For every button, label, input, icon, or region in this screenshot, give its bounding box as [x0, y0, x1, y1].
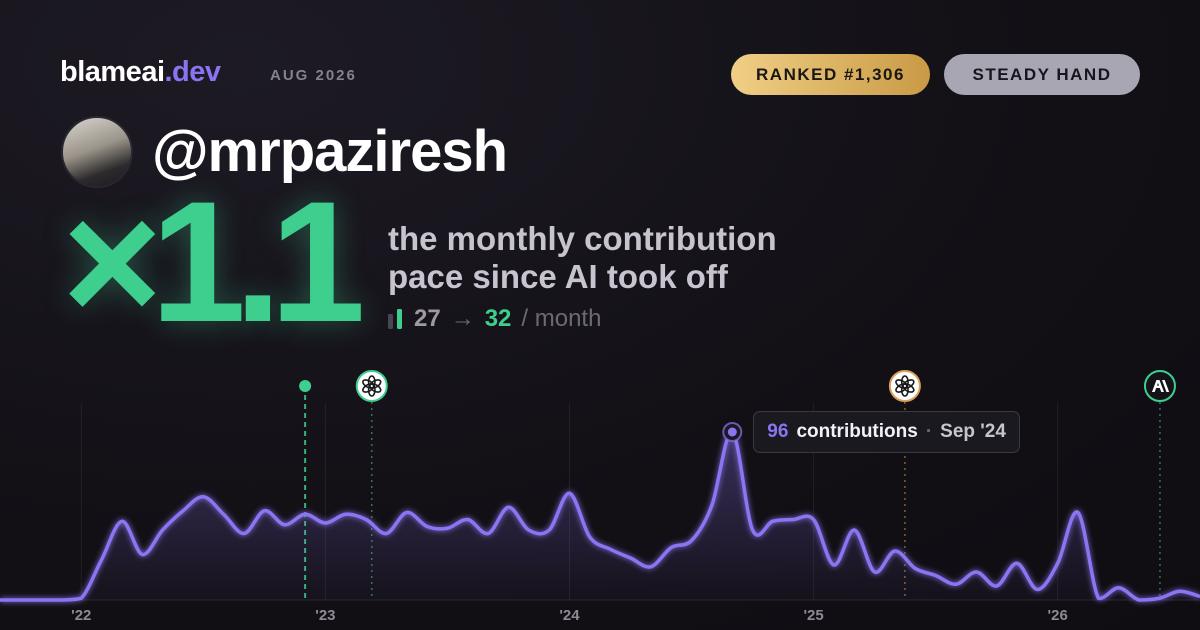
event-marker [888, 370, 921, 600]
openai-logo [362, 379, 375, 389]
tooltip-value: 96 [767, 421, 789, 442]
multiplier: ×1.1 [62, 166, 366, 358]
brand-suffix: .dev [164, 56, 222, 88]
tooltip-separator: · [925, 421, 933, 442]
event-marker [1143, 370, 1176, 600]
tooltip-date: Sep '24 [940, 421, 1006, 442]
rank-badge: RANKED #1,306 [731, 54, 930, 95]
anthropic-logo [1151, 380, 1170, 392]
x-tick-label: '26 [1048, 607, 1068, 624]
event-dot [299, 380, 312, 392]
area [0, 431, 1200, 600]
event-marker [299, 380, 312, 600]
handle: @mrpaziresh [152, 119, 508, 184]
avatar [61, 116, 133, 188]
pace-stats: 27 → 32 / month [388, 305, 601, 333]
unit: / month [521, 305, 602, 332]
arrow: → [450, 305, 475, 332]
line [0, 430, 1200, 602]
brand-name: blameai [60, 56, 165, 88]
pace-icon [388, 309, 402, 329]
x-tick-label: '25 [803, 607, 823, 624]
report-date: AUG 2026 [270, 67, 357, 84]
tooltip: 96 contributions · Sep '24 [753, 411, 1020, 453]
caption-line: the monthly contribution [388, 220, 777, 257]
openai-logo [895, 379, 908, 389]
event-marker [355, 370, 388, 600]
title-badge: STEADY HAND [944, 54, 1140, 95]
event-icon [355, 370, 388, 402]
x-tick-label: '24 [559, 607, 580, 624]
after-value: 32 [484, 305, 512, 332]
brand: blameai.dev [60, 56, 221, 89]
tooltip-label: contributions [796, 421, 918, 442]
caption-line: pace since AI took off [388, 258, 728, 295]
highlight-point [727, 427, 737, 437]
before-value: 27 [414, 305, 441, 332]
x-tick-label: '23 [315, 607, 335, 624]
x-tick-label: '22 [71, 607, 91, 624]
event-icon [888, 370, 921, 402]
